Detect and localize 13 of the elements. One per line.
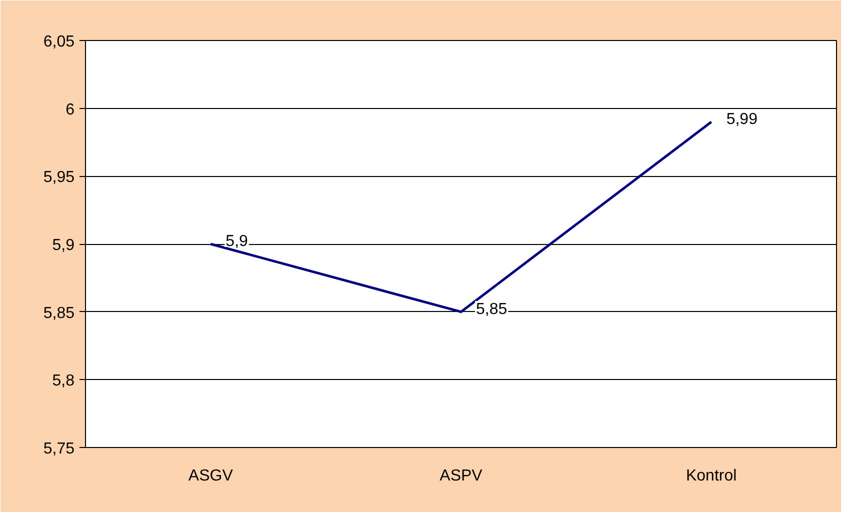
y-tick-label: 5,95 xyxy=(43,169,75,186)
y-tick-label: 6,05 xyxy=(43,34,75,50)
y-tick-label: 5,85 xyxy=(43,304,75,322)
x-tick-label: Kontrol xyxy=(686,468,737,484)
x-tick-label: ASPV xyxy=(440,468,483,484)
data-label: 5,99 xyxy=(726,110,758,128)
y-tick-label: 6 xyxy=(66,101,75,118)
y-tick-label: 5,75 xyxy=(43,440,75,458)
y-tick-label: 5,8 xyxy=(52,372,75,390)
y-tick-label: 5,9 xyxy=(52,237,75,254)
data-label: 5,9 xyxy=(226,233,248,250)
x-tick-label: ASGV xyxy=(188,468,234,484)
data-label: 5,85 xyxy=(476,300,508,318)
